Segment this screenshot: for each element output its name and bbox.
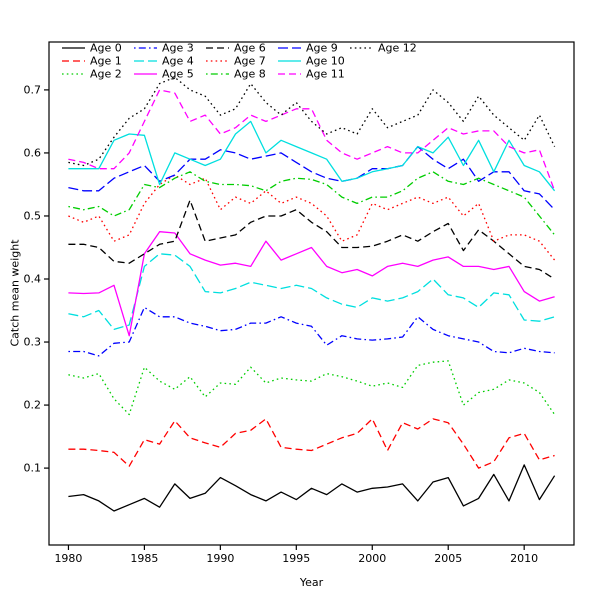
x-tick-label: 1995 [282,552,310,565]
y-tick-label: 0.5 [24,209,42,222]
x-tick-label: 2010 [510,552,538,565]
legend-item-age-3: Age 3 [134,42,194,55]
x-tick-label: 1985 [130,552,158,565]
legend-item-age-0: Age 0 [62,42,122,55]
series-age-12 [68,76,556,167]
legend-item-age-6: Age 6 [206,42,266,55]
y-tick-label: 0.6 [24,146,42,159]
x-axis-title: Year [299,576,324,589]
legend-item-age-11: Age 11 [278,68,345,81]
legend-item-age-4: Age 4 [134,55,194,68]
legend-label: Age 4 [162,55,194,68]
legend-item-age-12: Age 12 [350,42,417,55]
series-age-2 [68,360,556,416]
legend-label: Age 0 [90,42,122,55]
x-tick-label: 2005 [434,552,462,565]
legend-label: Age 6 [234,42,266,55]
series-age-0 [68,464,556,512]
series-age-4 [68,253,555,331]
legend-item-age-1: Age 1 [62,55,122,68]
y-tick-label: 0.3 [24,336,42,349]
legend-label: Age 3 [162,42,194,55]
series-age-6 [68,199,555,280]
plot-box [48,41,575,546]
legend-item-age-5: Age 5 [134,68,194,81]
legend-item-age-7: Age 7 [206,55,266,68]
legend-label: Age 5 [162,68,194,81]
y-tick-label: 0.7 [24,83,42,96]
x-tick-label: 1980 [54,552,82,565]
legend-label: Age 1 [90,55,122,68]
series-age-9 [68,145,556,211]
x-tick-label: 1990 [206,552,234,565]
series-age-3 [68,306,555,357]
legend-label: Age 8 [234,68,266,81]
legend-label: Age 7 [234,55,266,68]
series-age-8 [68,171,556,236]
y-axis-title: Catch mean weight [8,239,22,347]
legend-label: Age 10 [306,55,345,68]
legend-item-age-8: Age 8 [206,68,266,81]
series-age-1 [68,418,555,469]
x-tick-label: 2000 [358,552,386,565]
legend-label: Age 12 [378,42,417,55]
y-tick-label: 0.2 [24,399,42,412]
legend-label: Age 9 [306,42,338,55]
legend-item-age-2: Age 2 [62,68,122,81]
legend-label: Age 11 [306,68,345,81]
y-tick-label: 0.4 [24,273,42,286]
series-age-10 [68,120,556,192]
series-age-5 [68,231,555,337]
legend-item-age-9: Age 9 [278,42,338,55]
y-tick-label: 0.1 [24,462,42,475]
series-age-11 [68,89,556,192]
legend-label: Age 2 [90,68,122,81]
legend-item-age-10: Age 10 [278,55,345,68]
